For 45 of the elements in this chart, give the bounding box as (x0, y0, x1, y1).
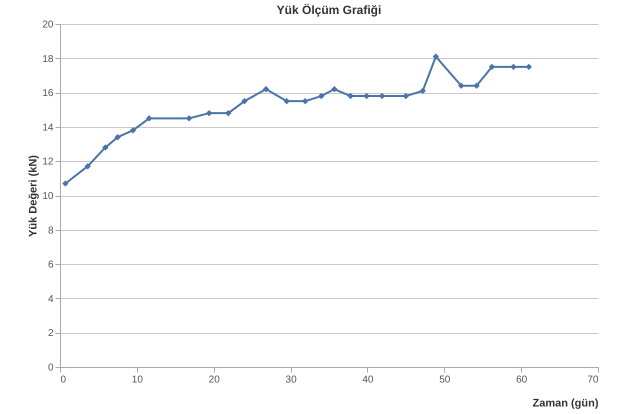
point (130, 127, 136, 134)
point (510, 64, 517, 70)
point (402, 92, 410, 100)
point (488, 64, 496, 70)
point (473, 82, 480, 89)
x-tick-label: 40 (362, 374, 374, 386)
point (146, 115, 152, 122)
x-tick-label: 70 (587, 374, 599, 386)
point (364, 92, 370, 100)
point (526, 64, 532, 70)
point (62, 180, 69, 187)
y-tick-label: 18 (42, 54, 54, 65)
point (114, 134, 121, 140)
x-tick-label: 0 (60, 374, 66, 386)
point (347, 92, 354, 100)
y-tick-label: 10 (42, 191, 54, 202)
y-tick-label: 16 (42, 88, 54, 100)
x-axis-title: Zaman (gün) (532, 398, 599, 410)
y-tick-label: 0 (48, 362, 54, 374)
x-tick-label: 50 (439, 374, 451, 386)
point (262, 86, 270, 92)
point (420, 88, 426, 94)
y-tick-label: 4 (48, 294, 54, 305)
x-tick-label: 30 (286, 374, 298, 386)
point (186, 115, 192, 122)
point (206, 110, 212, 116)
point (302, 98, 308, 104)
y-tick-label: 2 (48, 328, 54, 340)
point (331, 86, 338, 92)
y-tick-label: 20 (42, 20, 54, 30)
y-tick-label: 12 (42, 156, 54, 168)
y-axis-title: Yük Değeri (kN) (27, 154, 40, 237)
x-tick-label: 20 (208, 374, 220, 386)
point (284, 98, 290, 104)
point (432, 53, 439, 60)
point (318, 92, 324, 100)
y-tick-label: 14 (42, 122, 54, 134)
x-tick-label: 10 (132, 374, 144, 386)
x-tick-label: 60 (516, 374, 528, 386)
chart-title: Yük Ölçüm Grafiği (276, 3, 382, 17)
point (102, 144, 109, 151)
point (84, 163, 91, 170)
point (241, 98, 248, 104)
y-tick-label: 6 (48, 260, 54, 271)
y-tick-label: 8 (48, 225, 54, 236)
